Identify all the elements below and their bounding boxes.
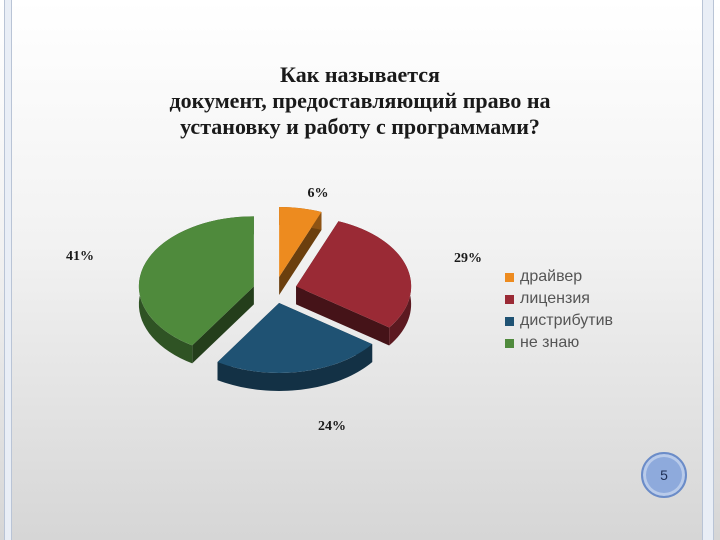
pie-slice-license-wall-end	[296, 286, 390, 346]
legend-swatch-distributive	[505, 316, 514, 326]
pie-slice-dont-know-wall-start	[192, 286, 254, 364]
slide-number-badge: 5	[641, 452, 687, 498]
pie-slice-distributive	[217, 302, 373, 391]
data-label-license: 29%	[454, 251, 482, 266]
legend-item-distributive: дистрибутив	[505, 310, 613, 332]
pie-slice-license-top	[296, 221, 412, 328]
legend-swatch-driver	[505, 272, 514, 282]
pie-slice-distributive-top	[217, 302, 373, 373]
pie-slice-dont-know	[138, 216, 254, 364]
legend-item-license: лицензия	[505, 288, 613, 310]
pie-slice-driver	[279, 207, 322, 296]
legend-label-dont-know: не знаю	[520, 334, 580, 351]
data-label-driver: 6%	[308, 186, 329, 201]
pie-slice-driver-top	[279, 207, 322, 278]
pie-slice-license	[296, 221, 412, 346]
slide-frame-left	[4, 0, 12, 540]
pie-slice-distributive-rim	[217, 344, 373, 391]
legend-item-driver: драйвер	[505, 266, 613, 288]
legend-label-license: лицензия	[520, 290, 590, 307]
slide-frame-right	[702, 0, 714, 540]
title-line-3: установку и работу с программами?	[180, 114, 540, 139]
title-line-2: документ, предоставляющий право на	[169, 88, 551, 113]
legend-swatch-dont-know	[505, 338, 514, 348]
legend-swatch-license	[505, 294, 514, 304]
data-label-distributive: 24%	[318, 419, 346, 434]
legend-label-distributive: дистрибутив	[520, 312, 614, 329]
pie-slice-driver-wall-end	[279, 211, 322, 296]
chart-title: Как называется документ, предоставляющий…	[80, 62, 640, 140]
pie-slice-dont-know-top	[138, 216, 254, 346]
data-label-dont-know: 41%	[66, 249, 94, 264]
chart-legend: драйвер лицензия дистрибутив не знаю	[505, 266, 613, 354]
legend-item-dont-know: не знаю	[505, 332, 613, 354]
title-line-1: Как называется	[280, 62, 440, 87]
legend-label-driver: драйвер	[520, 268, 583, 285]
